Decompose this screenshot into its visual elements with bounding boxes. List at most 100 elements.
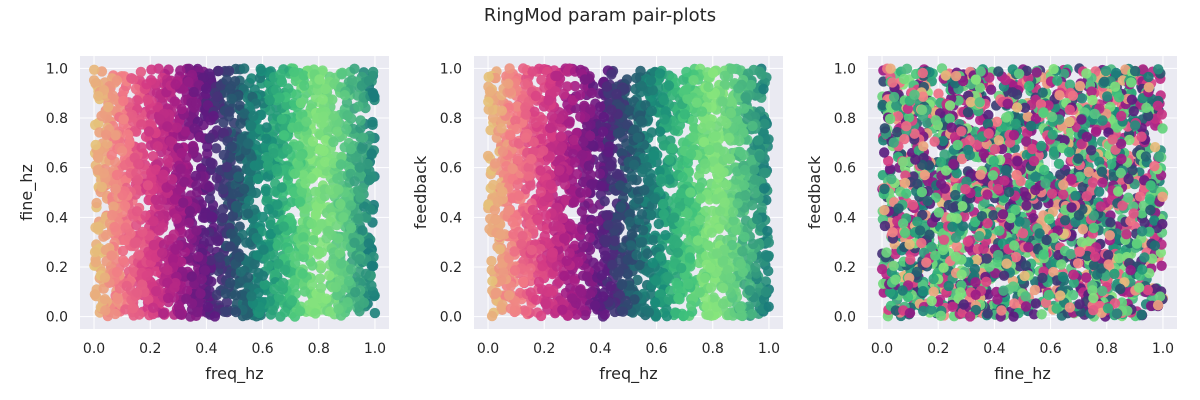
scatter-point [308, 235, 319, 246]
scatter-point [102, 138, 113, 149]
scatter-point [628, 159, 640, 170]
scatter-point [679, 109, 690, 120]
scatter-point [367, 119, 378, 130]
scatter-point [176, 147, 187, 159]
scatter-point [719, 79, 730, 90]
scatter-point [597, 291, 609, 302]
scatter-point [518, 276, 529, 288]
scatter-point [602, 220, 614, 231]
scatter-point [354, 254, 365, 265]
scatter-point [239, 63, 250, 74]
scatter-point [646, 289, 657, 300]
scatter-point [621, 74, 633, 85]
scatter-point [695, 193, 706, 204]
scatter-point [264, 105, 276, 116]
scatter-point [140, 210, 151, 221]
scatter-point [118, 114, 129, 125]
scatter-point [530, 90, 542, 102]
scatter-point [490, 287, 502, 299]
scatter-point [212, 91, 223, 102]
scatter-point [106, 149, 117, 161]
scatter-point [694, 287, 705, 298]
scatter-point [486, 255, 497, 267]
scatter-point [272, 240, 283, 251]
scatter-point [510, 115, 521, 126]
y-tick-label: 0.8 [440, 111, 462, 127]
scatter-point [739, 164, 750, 176]
scatter-point [135, 66, 147, 78]
scatter-point [295, 97, 307, 109]
scatter-point [623, 104, 634, 116]
scatter-point [293, 121, 304, 132]
scatter-point [117, 245, 129, 257]
scatter-point [99, 272, 111, 283]
scatter-point [276, 182, 287, 193]
scatter-point [698, 136, 710, 148]
scatter-point [647, 85, 658, 96]
scatter-point [753, 135, 764, 146]
y-tick-label: 0.4 [440, 210, 462, 226]
scatter-point [349, 63, 360, 74]
scatter-point [703, 309, 714, 321]
scatter-point [526, 244, 537, 256]
scatter-point [706, 227, 717, 238]
scatter-point [120, 200, 131, 212]
scatter-point [564, 221, 575, 232]
scatter-point [206, 276, 217, 287]
scatter-point [746, 156, 757, 167]
scatter-point [725, 272, 736, 284]
scatter-point [758, 167, 770, 178]
scatter-point [169, 96, 180, 107]
scatter-point [286, 196, 297, 208]
scatter-point [682, 93, 693, 105]
scatter-point [603, 146, 614, 158]
scatter-point [320, 83, 331, 95]
scatter-point [671, 277, 682, 289]
scatter-point [737, 266, 749, 278]
y-tick-label: 0.0 [440, 310, 462, 326]
scatter-point [523, 171, 534, 182]
scatter-point [545, 122, 556, 134]
scatter-point [189, 123, 200, 134]
scatter-point [188, 146, 199, 158]
scatter-point [512, 179, 523, 190]
scatter-point [211, 289, 223, 301]
scatter-point [699, 272, 711, 284]
scatter-point [557, 213, 569, 224]
scatter-point [712, 248, 723, 259]
scatter-point [181, 293, 192, 304]
scatter-point [99, 294, 111, 305]
scatter-point [349, 237, 360, 248]
scatter-point [295, 151, 306, 162]
scatter-point [234, 100, 246, 112]
scatter-point [235, 118, 246, 129]
scatter-point [595, 181, 607, 192]
scatter-point [756, 69, 767, 80]
scatter-point [150, 286, 162, 297]
scatter-point [255, 63, 266, 75]
scatter-point [217, 184, 229, 195]
scatter-point [307, 136, 319, 147]
y-axis-label: fine_hz [17, 164, 37, 221]
scatter-point [722, 264, 733, 276]
scatter-point [708, 292, 719, 303]
scatter-point [672, 237, 683, 248]
scatter-point [307, 260, 318, 271]
scatter-point [512, 153, 523, 165]
scatter-point [579, 74, 590, 85]
scatter-point [111, 169, 123, 181]
scatter-point [672, 247, 683, 258]
scatter-points [88, 63, 381, 322]
scatter-point [725, 107, 737, 119]
scatter-point [754, 150, 765, 161]
scatter-point [654, 289, 665, 300]
scatter-point [230, 306, 242, 318]
scatter-point [494, 244, 505, 255]
scatter-point [703, 81, 714, 93]
scatter-point [519, 305, 530, 316]
scatter-point [162, 121, 173, 132]
scatter-point [272, 199, 283, 210]
scatter-point [357, 141, 368, 152]
scatter-point [265, 309, 277, 320]
scatter-point [293, 160, 304, 171]
